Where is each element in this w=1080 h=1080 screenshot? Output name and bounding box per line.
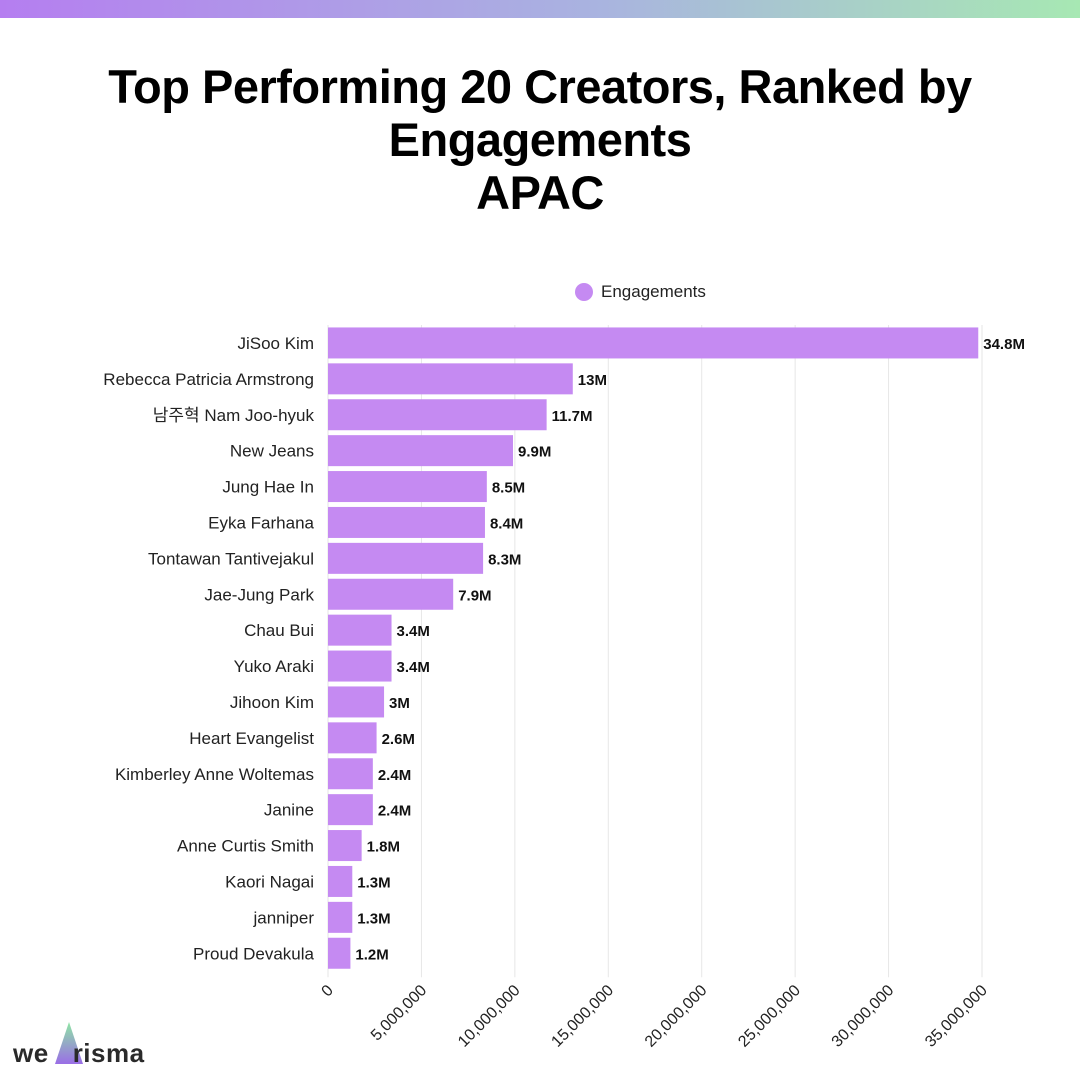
x-tick-label: 25,000,000 bbox=[735, 982, 804, 1051]
bar-chart: 0 5,000,000 10,000,000 15,000,000 20,000,000… bbox=[103, 325, 1025, 1051]
bar bbox=[328, 506, 485, 538]
bar bbox=[328, 686, 385, 718]
value-label: 8.5M bbox=[492, 480, 525, 497]
value-label: 13M bbox=[578, 372, 607, 389]
title-line-3: APAC bbox=[476, 166, 604, 219]
category-label: Anne Curtis Smith bbox=[177, 837, 314, 856]
x-tick-label: 20,000,000 bbox=[642, 982, 711, 1051]
bar bbox=[328, 542, 484, 574]
category-label: Chau Bui bbox=[244, 621, 314, 640]
logo-text-start: we bbox=[13, 1038, 49, 1068]
x-tick-label: 5,000,000 bbox=[368, 982, 430, 1044]
value-label: 1.8M bbox=[367, 839, 400, 856]
value-label: 1.3M bbox=[357, 910, 390, 927]
legend-label: Engagements bbox=[601, 282, 706, 301]
bar bbox=[328, 650, 392, 682]
x-tick-label: 10,000,000 bbox=[455, 982, 524, 1051]
category-label: Proud Devakula bbox=[193, 944, 315, 963]
bar bbox=[328, 901, 353, 933]
category-label: Janine bbox=[264, 801, 314, 820]
legend-swatch bbox=[575, 283, 593, 301]
x-tick-label: 15,000,000 bbox=[548, 982, 617, 1051]
bar bbox=[328, 865, 353, 897]
x-tick-label: 30,000,000 bbox=[829, 982, 898, 1051]
chart-legend[interactable]: Engagements bbox=[575, 281, 706, 303]
title-line-2: Engagements bbox=[388, 113, 692, 166]
title-line-1: Top Performing 20 Creators, Ranked by bbox=[108, 60, 972, 113]
x-tick-label: 0 bbox=[319, 982, 337, 1000]
value-label: 1.2M bbox=[355, 946, 388, 963]
value-label: 8.4M bbox=[490, 515, 523, 532]
bar bbox=[328, 830, 362, 862]
value-label: 3.4M bbox=[397, 623, 430, 640]
category-label: Jae-Jung Park bbox=[204, 585, 314, 604]
top-gradient-bar bbox=[0, 0, 1080, 18]
value-label: 2.4M bbox=[378, 767, 411, 784]
value-label: 9.9M bbox=[518, 444, 551, 461]
value-label: 34.8M bbox=[983, 336, 1025, 353]
value-label: 7.9M bbox=[458, 587, 491, 604]
bar bbox=[328, 471, 487, 503]
value-label: 2.4M bbox=[378, 803, 411, 820]
x-tick-label: 35,000,000 bbox=[922, 982, 991, 1051]
category-label: Yuko Araki bbox=[234, 657, 314, 676]
logo-triangle-icon bbox=[55, 1022, 83, 1064]
bar bbox=[328, 614, 392, 646]
value-label: 1.3M bbox=[357, 874, 390, 891]
value-label: 2.6M bbox=[382, 731, 415, 748]
bar bbox=[328, 794, 373, 826]
bar bbox=[328, 435, 513, 467]
bar bbox=[328, 399, 547, 431]
bar bbox=[328, 578, 454, 610]
category-label: Eyka Farhana bbox=[208, 513, 314, 532]
logo-text-end: risma bbox=[72, 1038, 145, 1068]
value-label: 11.7M bbox=[552, 408, 593, 425]
category-label: Kaori Nagai bbox=[225, 872, 314, 891]
category-label: New Jeans bbox=[230, 442, 314, 461]
category-label: JiSoo Kim bbox=[237, 334, 314, 353]
chart-title: Top Performing 20 Creators, Ranked by En… bbox=[40, 60, 1040, 219]
bar bbox=[328, 758, 373, 790]
category-label: Jung Hae In bbox=[222, 478, 314, 497]
category-label: Jihoon Kim bbox=[230, 693, 314, 712]
logo-wordmark: we risma bbox=[13, 1038, 145, 1069]
category-label: janniper bbox=[253, 908, 315, 927]
value-label: 3.4M bbox=[397, 659, 430, 676]
category-label: Heart Evangelist bbox=[189, 729, 314, 748]
bar bbox=[328, 363, 573, 395]
category-label: 남주혁 Nam Joo-hyuk bbox=[153, 406, 315, 425]
value-label: 8.3M bbox=[488, 551, 521, 568]
category-label: Kimberley Anne Woltemas bbox=[115, 765, 314, 784]
category-label: Tontawan Tantivejakul bbox=[148, 549, 314, 568]
wearisma-logo[interactable]: we risma bbox=[13, 1022, 173, 1072]
value-label: 3M bbox=[389, 695, 410, 712]
category-label: Rebecca Patricia Armstrong bbox=[103, 370, 314, 389]
bar bbox=[328, 327, 979, 359]
bar bbox=[328, 722, 377, 754]
bar bbox=[328, 937, 351, 969]
